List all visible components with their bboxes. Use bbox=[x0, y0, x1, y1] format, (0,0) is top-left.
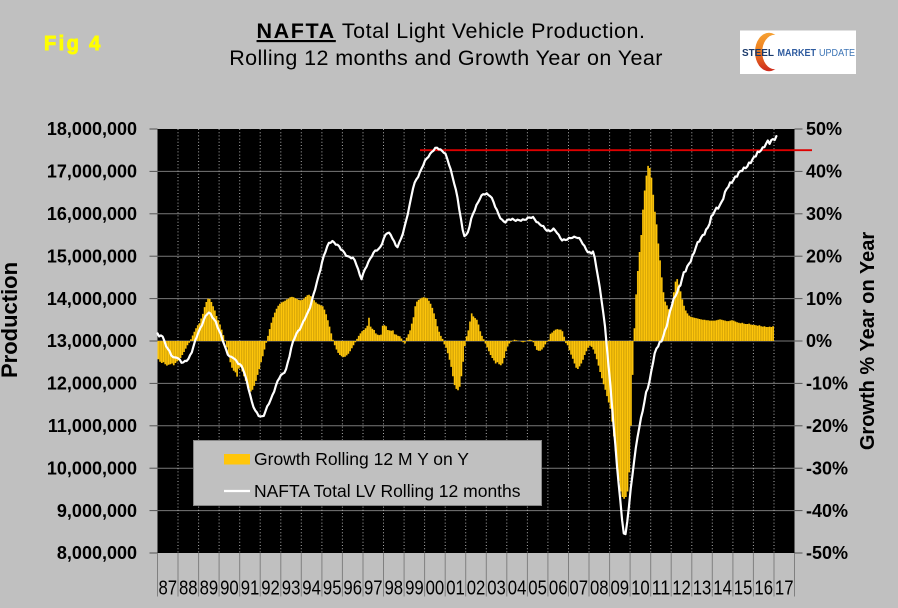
svg-text:STEEL: STEEL bbox=[742, 47, 775, 59]
svg-text:Rolling 12 months and Growth Y: Rolling 12 months and Growth Year on Yea… bbox=[229, 46, 663, 70]
svg-text:20%: 20% bbox=[806, 246, 842, 266]
svg-text:UPDATE: UPDATE bbox=[819, 47, 855, 59]
svg-text:17: 17 bbox=[775, 577, 794, 600]
svg-text:13: 13 bbox=[693, 577, 712, 600]
svg-text:16,000,000: 16,000,000 bbox=[47, 204, 137, 224]
svg-text:07: 07 bbox=[569, 577, 588, 600]
svg-text:06: 06 bbox=[549, 577, 568, 600]
svg-text:40%: 40% bbox=[806, 162, 842, 182]
svg-text:08: 08 bbox=[590, 577, 609, 600]
svg-text:98: 98 bbox=[385, 577, 404, 600]
svg-text:30%: 30% bbox=[806, 204, 842, 224]
svg-text:-10%: -10% bbox=[806, 374, 848, 394]
svg-text:96: 96 bbox=[343, 577, 362, 600]
svg-text:10,000,000: 10,000,000 bbox=[47, 458, 137, 478]
svg-text:00: 00 bbox=[426, 577, 445, 600]
svg-text:10%: 10% bbox=[806, 289, 842, 309]
svg-text:89: 89 bbox=[200, 577, 219, 600]
svg-text:99: 99 bbox=[405, 577, 424, 600]
svg-text:05: 05 bbox=[528, 577, 547, 600]
svg-text:94: 94 bbox=[302, 577, 321, 600]
svg-text:11: 11 bbox=[652, 577, 671, 600]
svg-text:03: 03 bbox=[487, 577, 506, 600]
svg-text:Growth % Year on Year: Growth % Year on Year bbox=[857, 232, 879, 450]
svg-text:Fig 4: Fig 4 bbox=[44, 33, 103, 55]
svg-text:14,000,000: 14,000,000 bbox=[47, 289, 137, 309]
svg-text:-40%: -40% bbox=[806, 501, 848, 521]
svg-text:Growth Rolling 12 M Y on Y: Growth Rolling 12 M Y on Y bbox=[254, 449, 469, 469]
svg-text:15,000,000: 15,000,000 bbox=[47, 246, 137, 266]
svg-text:12,000,000: 12,000,000 bbox=[47, 374, 137, 394]
svg-text:16: 16 bbox=[754, 577, 773, 600]
svg-text:13,000,000: 13,000,000 bbox=[47, 331, 137, 351]
svg-text:87: 87 bbox=[159, 577, 178, 600]
svg-text:92: 92 bbox=[261, 577, 280, 600]
svg-text:09: 09 bbox=[611, 577, 630, 600]
svg-text:NAFTA Total LV Rolling 12 mont: NAFTA Total LV Rolling 12 months bbox=[254, 481, 521, 501]
svg-text:17,000,000: 17,000,000 bbox=[47, 162, 137, 182]
svg-text:90: 90 bbox=[220, 577, 239, 600]
svg-text:91: 91 bbox=[241, 577, 260, 600]
svg-text:01: 01 bbox=[446, 577, 465, 600]
svg-text:MARKET: MARKET bbox=[778, 47, 817, 59]
svg-text:Production: Production bbox=[0, 262, 22, 378]
svg-text:10: 10 bbox=[631, 577, 650, 600]
svg-text:88: 88 bbox=[179, 577, 198, 600]
svg-text:14: 14 bbox=[713, 577, 732, 600]
svg-text:15: 15 bbox=[734, 577, 753, 600]
svg-text:11,000,000: 11,000,000 bbox=[48, 416, 137, 436]
svg-text:02: 02 bbox=[467, 577, 486, 600]
svg-text:04: 04 bbox=[508, 577, 527, 600]
svg-text:93: 93 bbox=[282, 577, 301, 600]
svg-text:0%: 0% bbox=[806, 331, 832, 351]
svg-text:-20%: -20% bbox=[806, 416, 848, 436]
svg-text:95: 95 bbox=[323, 577, 342, 600]
svg-text:-30%: -30% bbox=[806, 458, 848, 478]
svg-text:NAFTA Total Light Vehicle Prod: NAFTA Total Light Vehicle Production. bbox=[257, 19, 646, 43]
svg-text:8,000,000: 8,000,000 bbox=[57, 543, 137, 563]
svg-text:-50%: -50% bbox=[806, 543, 848, 563]
svg-text:18,000,000: 18,000,000 bbox=[47, 119, 137, 139]
svg-text:50%: 50% bbox=[806, 119, 842, 139]
svg-text:97: 97 bbox=[364, 577, 383, 600]
svg-text:9,000,000: 9,000,000 bbox=[57, 501, 137, 521]
svg-text:12: 12 bbox=[672, 577, 691, 600]
